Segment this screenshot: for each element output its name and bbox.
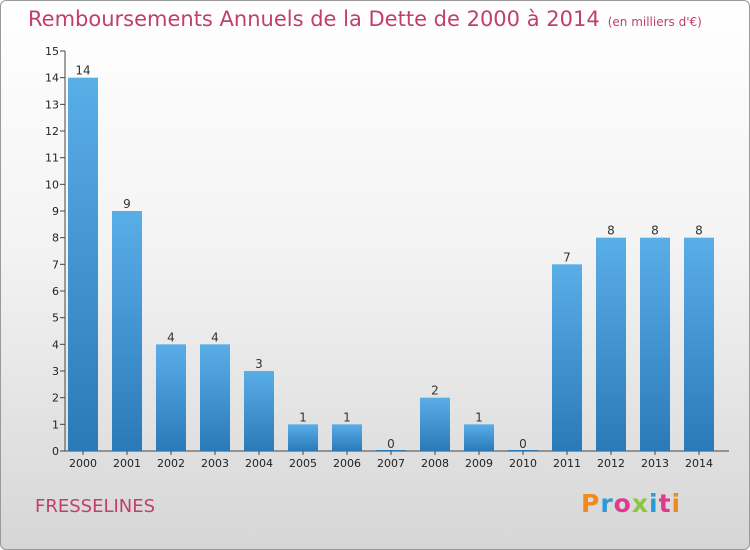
bar-2003 <box>200 344 230 451</box>
value-label: 2 <box>431 384 439 398</box>
x-tick-label: 2003 <box>201 457 229 470</box>
y-tick-label: 7 <box>52 258 59 271</box>
bar-2007 <box>376 450 406 451</box>
bar-2009 <box>464 424 494 451</box>
x-tick-label: 2002 <box>157 457 185 470</box>
x-tick-label: 2012 <box>597 457 625 470</box>
bar-2012 <box>596 237 626 451</box>
x-tick-label: 2004 <box>245 457 273 470</box>
value-label: 0 <box>387 437 395 451</box>
y-tick-label: 9 <box>52 205 59 218</box>
bar-2006 <box>332 424 362 451</box>
chart-labels: 2000142001920024200342004320051200612007… <box>69 64 713 470</box>
y-tick-label: 0 <box>52 445 59 458</box>
logo-letter: x <box>631 489 649 518</box>
logo-letter: P <box>581 489 601 518</box>
bar-2005 <box>288 424 318 451</box>
y-tick-label: 12 <box>45 125 59 138</box>
bar-2010 <box>508 450 538 451</box>
value-label: 14 <box>75 64 90 78</box>
y-tick-label: 11 <box>45 152 59 165</box>
y-tick-label: 15 <box>45 45 59 58</box>
value-label: 8 <box>651 224 659 238</box>
bar-2002 <box>156 344 186 451</box>
chart-title: Remboursements Annuels de la Dette de 20… <box>28 7 702 31</box>
proxiti-logo: Proxiti <box>581 489 681 518</box>
logo-letter: i <box>671 489 682 518</box>
x-tick-label: 2001 <box>113 457 141 470</box>
value-label: 3 <box>255 357 263 371</box>
y-tick-label: 13 <box>45 98 59 111</box>
y-tick-label: 2 <box>52 392 59 405</box>
x-tick-label: 2005 <box>289 457 317 470</box>
x-tick-label: 2014 <box>685 457 713 470</box>
x-tick-label: 2006 <box>333 457 361 470</box>
logo-letter: i <box>649 489 659 518</box>
chart-title-text: Remboursements Annuels de la Dette de 20… <box>28 7 600 31</box>
x-tick-label: 2011 <box>553 457 581 470</box>
bar-2004 <box>244 371 274 451</box>
x-tick-label: 2013 <box>641 457 669 470</box>
value-label: 4 <box>211 330 219 344</box>
y-tick-label: 4 <box>52 338 59 351</box>
x-tick-label: 2000 <box>69 457 97 470</box>
y-tick-label: 6 <box>52 285 59 298</box>
x-tick-label: 2009 <box>465 457 493 470</box>
value-label: 8 <box>607 224 615 238</box>
y-tick-label: 14 <box>45 72 59 85</box>
chart-bars <box>68 77 714 452</box>
bar-2014 <box>684 237 714 451</box>
bar-2008 <box>420 397 450 451</box>
x-tick-label: 2007 <box>377 457 405 470</box>
value-label: 4 <box>167 330 175 344</box>
bar-2013 <box>640 237 670 451</box>
logo-letter: o <box>613 489 632 518</box>
value-label: 9 <box>123 197 131 211</box>
bar-2001 <box>112 211 142 451</box>
value-label: 8 <box>695 224 703 238</box>
value-label: 7 <box>563 250 571 264</box>
bar-2000 <box>68 77 98 452</box>
y-tick-label: 3 <box>52 365 59 378</box>
bar-2011 <box>552 264 582 451</box>
y-tick-label: 10 <box>45 178 59 191</box>
value-label: 0 <box>519 437 527 451</box>
value-label: 1 <box>299 410 307 424</box>
value-label: 1 <box>343 410 351 424</box>
x-tick-label: 2010 <box>509 457 537 470</box>
y-tick-label: 8 <box>52 232 59 245</box>
logo-letter: r <box>600 489 614 518</box>
commune-name: FRESSELINES <box>35 496 156 517</box>
y-tick-label: 1 <box>52 418 59 431</box>
logo-letter: t <box>658 489 672 518</box>
chart-unit: (en milliers d'€) <box>607 15 702 29</box>
y-tick-label: 5 <box>52 312 59 325</box>
x-tick-label: 2008 <box>421 457 449 470</box>
value-label: 1 <box>475 410 483 424</box>
